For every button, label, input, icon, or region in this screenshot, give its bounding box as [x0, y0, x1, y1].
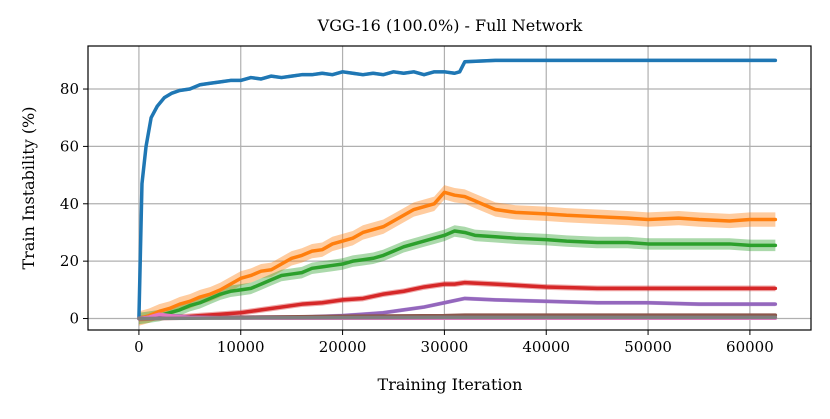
series-band-2 — [138, 185, 776, 326]
series-lines — [137, 58, 778, 321]
series-line-8 — [137, 315, 778, 321]
y-tick-label: 40 — [60, 195, 79, 213]
grid — [88, 46, 811, 330]
series-line-2 — [137, 190, 778, 321]
x-tick-label: 20000 — [319, 338, 367, 356]
x-tick-label: 10000 — [217, 338, 265, 356]
y-tick-label: 60 — [60, 137, 79, 155]
x-tick-label: 50000 — [624, 338, 672, 356]
series-band-3 — [138, 225, 776, 325]
x-tick-label: 40000 — [522, 338, 570, 356]
series-line-4 — [137, 280, 778, 321]
x-tick-label: 60000 — [726, 338, 774, 356]
series-line-3 — [137, 229, 778, 321]
axis-ticks: 0 10000 20000 30000 40000 50000 60000 0 20 40 60 80 — [60, 80, 774, 356]
x-tick-label: 0 — [134, 338, 144, 356]
y-tick-label: 0 — [69, 310, 79, 328]
chart-title: VGG-16 (100.0%) - Full Network — [317, 16, 583, 35]
x-axis-label: Training Iteration — [378, 375, 523, 394]
x-tick-label: 30000 — [421, 338, 469, 356]
y-tick-label: 80 — [60, 80, 79, 98]
plot-frame — [87, 45, 812, 331]
confidence-bands — [138, 58, 776, 326]
y-axis-label: Train Instability (%) — [19, 106, 38, 269]
series-band-4 — [138, 279, 776, 322]
y-tick-label: 20 — [60, 252, 79, 270]
series-line-1 — [137, 58, 778, 321]
